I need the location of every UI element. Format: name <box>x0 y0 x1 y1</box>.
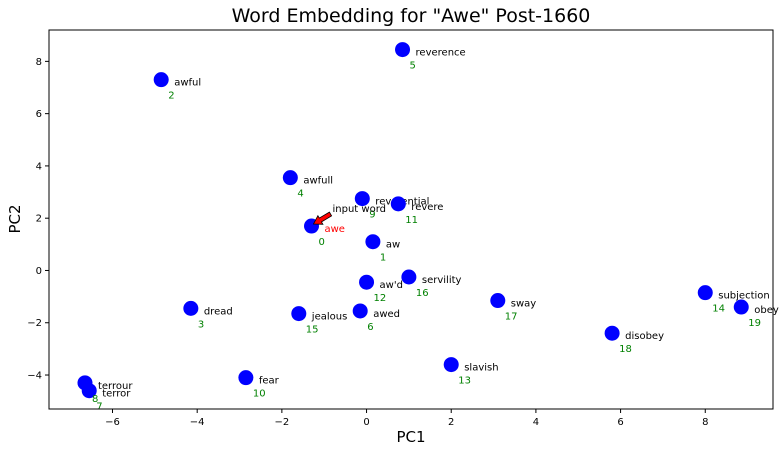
point-word-label-2: awful <box>174 78 201 89</box>
point-word-label-5: reverence <box>416 48 466 59</box>
point-index-label-15: 15 <box>306 325 319 336</box>
annotation-arrow <box>312 211 333 225</box>
point-index-label-11: 11 <box>405 215 418 226</box>
point-word-label-10: fear <box>259 376 280 387</box>
x-axis-label: PC1 <box>396 428 425 446</box>
point-word-label-17: sway <box>511 299 537 310</box>
point-word-label-16: servility <box>422 275 462 286</box>
annotation: input word <box>312 204 386 225</box>
point-marker-8 <box>77 375 93 391</box>
point-index-label-7: 7 <box>96 402 102 413</box>
point-marker-15 <box>291 306 307 322</box>
point-marker-6 <box>352 303 368 319</box>
point-index-label-16: 16 <box>416 288 429 299</box>
point-marker-12 <box>359 274 375 290</box>
y-axis-label: PC2 <box>6 204 24 233</box>
point-marker-3 <box>183 300 199 316</box>
point-marker-16 <box>401 269 417 285</box>
point-word-label-3: dread <box>204 306 233 317</box>
x-tick-label: 2 <box>448 417 454 428</box>
point-index-label-13: 13 <box>458 376 471 387</box>
point-word-label-7: terror <box>102 389 131 400</box>
y-tick-label: −4 <box>27 371 42 382</box>
point-marker-14 <box>697 285 713 301</box>
point-index-label-5: 5 <box>410 61 416 72</box>
point-word-label-8: terrour <box>98 381 133 392</box>
point-marker-5 <box>395 42 411 58</box>
point-word-label-4: awfull <box>303 176 333 187</box>
point-index-label-4: 4 <box>297 189 303 200</box>
y-tick-label: 2 <box>36 214 42 225</box>
point-marker-13 <box>443 357 459 373</box>
point-word-label-19: obey <box>754 305 779 316</box>
point-index-label-3: 3 <box>198 319 204 330</box>
x-tick-label: −2 <box>274 417 289 428</box>
point-word-label-13: slavish <box>464 363 498 374</box>
x-tick-label: −6 <box>105 417 120 428</box>
y-axis-ticks: −4 −2 0 2 4 6 8 <box>27 57 49 382</box>
point-index-label-19: 19 <box>748 318 761 329</box>
x-tick-label: 8 <box>702 417 708 428</box>
point-index-label-12: 12 <box>374 293 387 304</box>
y-tick-label: 0 <box>36 266 42 277</box>
y-tick-label: 8 <box>36 57 42 68</box>
chart-title: Word Embedding for "Awe" Post-1660 <box>232 5 591 27</box>
point-index-label-6: 6 <box>367 322 373 333</box>
point-marker-9 <box>354 191 370 207</box>
point-word-label-1: aw <box>386 240 400 251</box>
point-index-label-0: 0 <box>319 237 325 248</box>
point-word-label-11: revere <box>411 202 443 213</box>
point-marker-2 <box>153 72 169 88</box>
point-marker-4 <box>282 170 298 186</box>
point-index-label-18: 18 <box>619 344 632 355</box>
point-marker-19 <box>733 299 749 315</box>
point-word-label-15: jealous <box>311 312 348 323</box>
point-index-label-8: 8 <box>92 394 98 405</box>
point-index-label-2: 2 <box>168 91 174 102</box>
point-word-label-18: disobey <box>625 331 664 342</box>
point-index-label-10: 10 <box>253 389 266 400</box>
point-marker-18 <box>604 325 620 341</box>
point-index-label-1: 1 <box>380 253 386 264</box>
point-word-label-0: awe <box>325 224 345 235</box>
x-tick-label: 6 <box>617 417 623 428</box>
x-axis-ticks: −6 −4 −2 0 2 4 6 8 <box>105 409 708 428</box>
point-index-label-9: 9 <box>369 210 375 221</box>
y-tick-label: 4 <box>36 161 42 172</box>
annotation-label: input word <box>333 204 386 215</box>
point-index-label-14: 14 <box>712 304 725 315</box>
plot-frame <box>48 29 774 410</box>
x-tick-label: −4 <box>190 417 205 428</box>
point-marker-17 <box>490 293 506 309</box>
y-tick-label: 6 <box>36 109 42 120</box>
point-word-label-12: aw'd <box>380 280 403 291</box>
y-tick-label: −2 <box>27 318 42 329</box>
point-word-label-14: subjection <box>718 291 769 302</box>
point-word-label-6: awed <box>373 309 400 320</box>
x-tick-label: 4 <box>533 417 539 428</box>
point-index-label-17: 17 <box>505 312 518 323</box>
point-marker-11 <box>390 196 406 212</box>
point-marker-10 <box>238 370 254 386</box>
x-tick-label: 0 <box>363 417 369 428</box>
point-marker-1 <box>365 234 381 250</box>
